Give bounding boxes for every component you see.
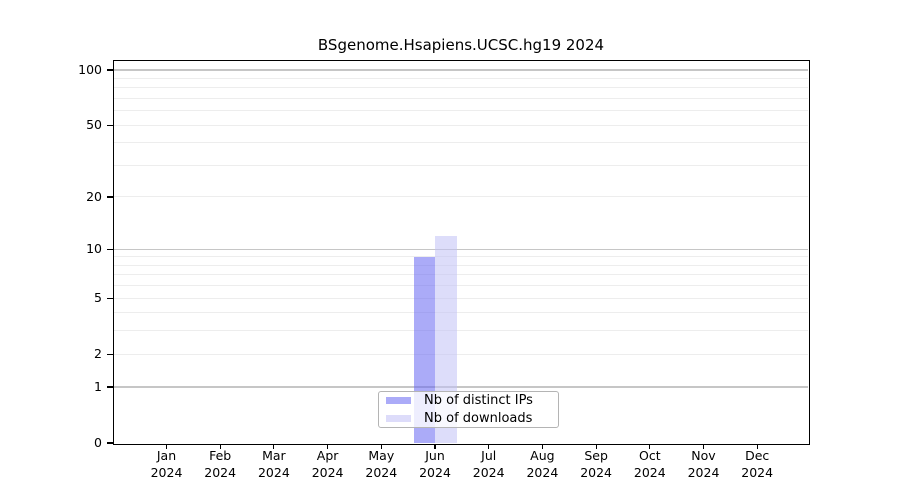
x-tick xyxy=(219,444,221,449)
x-tick-year: 2024 xyxy=(150,464,183,480)
x-tick-label: Mar 2024 xyxy=(244,448,304,481)
legend: Nb of distinct IPs Nb of downloads xyxy=(378,391,559,428)
legend-label-distinct-ips: Nb of distinct IPs xyxy=(424,393,533,408)
x-tick-month: Jun xyxy=(425,448,445,463)
gridline-minor xyxy=(114,77,808,79)
x-tick-label: Feb 2024 xyxy=(190,448,250,481)
y-tick xyxy=(107,442,113,444)
y-tick xyxy=(107,196,113,198)
legend-label-downloads: Nb of downloads xyxy=(424,411,533,426)
x-tick xyxy=(327,444,329,449)
legend-item-downloads: Nb of downloads xyxy=(386,411,558,426)
x-tick-label: May 2024 xyxy=(351,448,411,481)
y-tick-label: 50 xyxy=(86,117,102,133)
y-tick xyxy=(107,124,113,126)
x-tick-year: 2024 xyxy=(633,464,666,480)
x-tick xyxy=(434,444,436,449)
y-tick xyxy=(107,248,113,250)
x-tick-year: 2024 xyxy=(419,464,451,480)
y-tick-label: 0 xyxy=(94,435,102,450)
gridline-minor xyxy=(114,196,808,198)
x-tick xyxy=(541,444,543,449)
x-tick xyxy=(488,444,490,449)
x-tick-label: Jan 2024 xyxy=(137,448,197,481)
gridline-minor xyxy=(114,142,808,144)
x-tick-label: Jun 2024 xyxy=(405,448,465,481)
x-tick-month: May xyxy=(368,448,395,463)
x-tick-month: Feb xyxy=(209,448,232,463)
y-tick xyxy=(107,386,113,388)
x-tick xyxy=(273,444,275,449)
x-tick-label: Oct 2024 xyxy=(620,448,680,481)
gridline-minor xyxy=(114,297,808,299)
x-tick-year: 2024 xyxy=(311,464,344,480)
x-tick-year: 2024 xyxy=(526,464,559,480)
y-tick-label: 5 xyxy=(94,290,102,306)
x-tick-month: Aug xyxy=(530,448,555,463)
x-tick-year: 2024 xyxy=(472,464,505,480)
x-tick-label: Sep 2024 xyxy=(566,448,626,481)
legend-swatch-downloads xyxy=(386,415,411,422)
gridline-minor xyxy=(114,97,808,99)
x-tick-year: 2024 xyxy=(365,464,398,480)
gridline-major xyxy=(114,386,808,388)
gridline-minor xyxy=(114,285,808,287)
x-tick xyxy=(165,444,168,449)
chart-title: BSgenome.Hsapiens.UCSC.hg19 2024 xyxy=(317,36,605,54)
x-tick xyxy=(702,444,705,449)
x-tick-year: 2024 xyxy=(687,464,720,480)
x-tick-year: 2024 xyxy=(204,464,237,480)
x-tick-year: 2024 xyxy=(580,464,612,480)
x-tick-label: Nov 2024 xyxy=(674,448,734,481)
gridline-minor xyxy=(114,353,808,355)
y-tick xyxy=(107,69,113,71)
x-tick-month: Mar xyxy=(262,448,286,463)
x-tick xyxy=(756,444,758,449)
x-tick-month: Oct xyxy=(638,448,661,463)
gridline-minor xyxy=(114,312,808,314)
gridline-major xyxy=(114,248,808,250)
y-tick xyxy=(107,297,113,299)
x-tick xyxy=(595,444,597,449)
x-tick-label: Apr 2024 xyxy=(298,448,358,481)
y-tick-label: 1 xyxy=(94,378,102,394)
x-tick-month: Dec xyxy=(745,448,770,463)
x-tick-year: 2024 xyxy=(257,464,290,480)
legend-item-distinct-ips: Nb of distinct IPs xyxy=(386,393,558,408)
x-tick-label: Aug 2024 xyxy=(512,448,572,481)
x-tick xyxy=(380,444,382,449)
gridline-minor xyxy=(114,264,808,266)
x-tick-year: 2024 xyxy=(741,464,774,480)
x-tick-month: Jul xyxy=(481,448,497,463)
y-tick-label: 2 xyxy=(94,346,102,362)
y-tick-label: 10 xyxy=(86,241,102,257)
x-tick-month: Jan xyxy=(156,448,177,463)
y-tick-label: 100 xyxy=(78,62,102,77)
gridline-major xyxy=(114,69,808,71)
gridline-minor xyxy=(114,256,808,258)
legend-swatch-distinct-ips xyxy=(386,397,411,404)
x-tick-label: Jul 2024 xyxy=(459,448,519,481)
gridline-minor xyxy=(114,110,808,112)
gridline-minor xyxy=(114,274,808,276)
gridline-minor xyxy=(114,164,808,166)
y-tick xyxy=(107,353,113,355)
gridline-minor xyxy=(114,124,808,126)
x-tick-month: Sep xyxy=(584,448,608,463)
x-tick-month: Apr xyxy=(316,448,339,463)
x-tick xyxy=(649,444,651,449)
x-tick-month: Nov xyxy=(691,448,716,463)
gridline-minor xyxy=(114,330,808,332)
gridline-minor xyxy=(114,87,808,89)
y-tick-label: 20 xyxy=(86,188,102,204)
x-tick-label: Dec 2024 xyxy=(727,448,787,481)
